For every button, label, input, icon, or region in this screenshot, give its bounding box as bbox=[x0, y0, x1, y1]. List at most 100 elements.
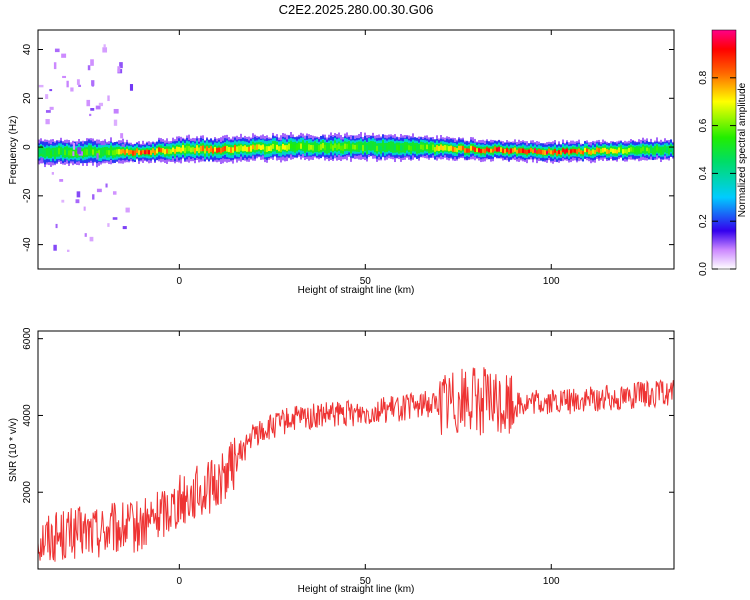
spectrogram-speckles bbox=[38, 44, 134, 252]
spectrogram-speckle bbox=[122, 226, 127, 230]
spectrogram-speckle bbox=[89, 113, 92, 117]
spectrogram-cell bbox=[624, 149, 626, 154]
spectrogram-cell bbox=[662, 148, 664, 154]
spectrogram-cell bbox=[86, 149, 88, 155]
spectrogram-cell bbox=[446, 145, 448, 151]
spectrogram-cell bbox=[214, 146, 216, 152]
spectrogram-cell bbox=[320, 144, 322, 150]
spectrogram-speckle bbox=[107, 95, 110, 102]
spectrogram-cell bbox=[240, 144, 242, 151]
spectrogram-cell bbox=[560, 150, 562, 155]
spectrogram-cell bbox=[672, 148, 674, 153]
spectrogram-cell bbox=[538, 148, 540, 154]
spectrogram-cell bbox=[278, 146, 280, 152]
spectrogram-cell bbox=[480, 148, 482, 154]
spectrogram-cell bbox=[454, 147, 456, 152]
spectrogram-cell bbox=[474, 147, 476, 152]
spectrogram-cell bbox=[500, 147, 502, 153]
spectrogram-speckle bbox=[59, 179, 64, 182]
spectrogram-speckle bbox=[87, 65, 91, 71]
spectrogram-cell bbox=[172, 147, 174, 153]
spectrogram-cell bbox=[222, 146, 224, 153]
spectrogram-cell bbox=[360, 143, 362, 149]
spectrogram-cell bbox=[188, 146, 190, 152]
spectrogram-cell bbox=[116, 149, 118, 155]
colorbar-ticks: 0.0 0.2 0.4 0.6 0.8 bbox=[698, 70, 736, 276]
spectrogram-speckle bbox=[91, 80, 95, 86]
spectrogram-cell bbox=[52, 149, 54, 155]
spectrogram-y-ticks: -40 -20 0 20 40 bbox=[22, 44, 674, 252]
spectrogram-y-tick-label: 0 bbox=[22, 144, 33, 150]
spectrogram-cell bbox=[162, 148, 164, 153]
spectrogram-speckle bbox=[61, 199, 65, 203]
spectrogram-cell bbox=[348, 143, 350, 150]
spectrogram-cell bbox=[254, 145, 256, 151]
spectrogram-cell bbox=[336, 144, 338, 150]
spectrogram-cell bbox=[164, 149, 166, 155]
spectrogram-cell bbox=[112, 150, 114, 156]
spectrogram-speckle bbox=[77, 147, 82, 154]
spectrogram-cell bbox=[342, 145, 344, 151]
spectrogram-cell bbox=[442, 145, 444, 151]
snr-x-ticks: 0 50 100 bbox=[177, 331, 560, 587]
spectrogram-cell bbox=[598, 148, 600, 153]
spectrogram-cell bbox=[242, 146, 244, 152]
spectrogram-y-tick-label: 20 bbox=[22, 92, 33, 104]
colorbar: 0.0 0.2 0.4 0.6 0.8 Normalized spectral ampl… bbox=[698, 29, 748, 276]
spectrogram-cell bbox=[252, 144, 254, 150]
spectrogram-cell bbox=[128, 150, 130, 155]
spectrogram-speckle bbox=[62, 75, 67, 79]
spectrogram-cell bbox=[416, 145, 418, 151]
spectrogram-cell bbox=[358, 144, 360, 150]
spectrogram-cell bbox=[440, 144, 442, 150]
spectrogram-x-label: Height of straight line (km) bbox=[298, 285, 415, 296]
spectrogram-cell bbox=[362, 145, 364, 152]
spectrogram-cell bbox=[552, 150, 554, 155]
spectrogram-cell bbox=[324, 144, 326, 151]
spectrogram-cell bbox=[220, 147, 222, 154]
spectrogram-x-tick-label: 50 bbox=[360, 276, 372, 287]
spectrogram-cell bbox=[134, 150, 136, 156]
spectrogram-speckle bbox=[105, 183, 108, 188]
spectrogram-cell bbox=[310, 144, 312, 150]
spectrogram-cell bbox=[288, 143, 290, 150]
spectrogram-cell bbox=[178, 146, 180, 152]
spectrogram-cell bbox=[564, 149, 566, 154]
spectrogram-speckle bbox=[112, 191, 117, 195]
spectrogram-cell bbox=[406, 143, 408, 149]
spectrogram-cell bbox=[452, 146, 454, 152]
spectrogram-cell bbox=[84, 149, 86, 156]
snr-panel: 0 50 100 2000 4000 6000 Height of straight l… bbox=[8, 327, 675, 595]
spectrogram-cell bbox=[580, 150, 582, 155]
spectrogram-x-tick-label: 100 bbox=[543, 276, 560, 287]
spectrogram-cell bbox=[436, 145, 438, 151]
spectrogram-cell bbox=[428, 146, 430, 151]
spectrogram-cell bbox=[176, 146, 178, 152]
spectrogram-speckle bbox=[61, 53, 67, 58]
spectrogram-cell bbox=[68, 150, 70, 156]
spectrogram-cell bbox=[306, 143, 308, 150]
spectrogram-panel: 0 50 100 -40 -20 0 20 40 Height of straight li… bbox=[8, 29, 675, 296]
spectrogram-speckle bbox=[95, 105, 101, 110]
colorbar-gradient bbox=[711, 29, 737, 270]
spectrogram-speckle bbox=[121, 144, 125, 147]
spectrogram-cell bbox=[168, 148, 170, 155]
spectrogram-cell bbox=[170, 149, 172, 154]
spectrogram-cell bbox=[92, 149, 94, 155]
spectrogram-speckle bbox=[119, 62, 123, 69]
spectrogram-cell bbox=[126, 148, 128, 154]
spectrogram-speckle bbox=[113, 119, 118, 126]
spectrogram-cell bbox=[426, 144, 428, 150]
spectrogram-cell bbox=[108, 150, 110, 156]
spectrogram-speckle bbox=[53, 244, 57, 251]
spectrogram-cell bbox=[198, 147, 200, 154]
spectrogram-y-tick-label: -40 bbox=[22, 237, 33, 252]
spectrogram-cell bbox=[554, 149, 556, 153]
spectrogram-speckle bbox=[86, 99, 91, 107]
snr-series-line bbox=[37, 367, 675, 562]
spectrogram-cell bbox=[622, 149, 624, 154]
spectrogram-cell bbox=[518, 148, 520, 154]
spectrogram-cell bbox=[256, 144, 258, 150]
spectrogram-cell bbox=[644, 148, 646, 152]
spectrogram-cell bbox=[148, 150, 150, 155]
